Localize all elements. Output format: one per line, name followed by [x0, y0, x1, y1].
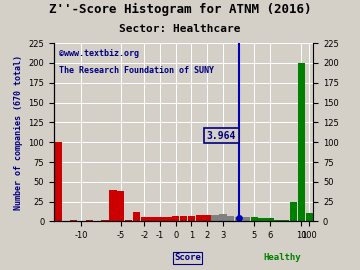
- Bar: [298, 63, 305, 221]
- Bar: [243, 217, 250, 221]
- Bar: [70, 220, 77, 221]
- Bar: [211, 215, 219, 221]
- Bar: [164, 217, 172, 221]
- Y-axis label: Number of companies (670 total): Number of companies (670 total): [14, 55, 23, 210]
- Text: The Research Foundation of SUNY: The Research Foundation of SUNY: [59, 66, 214, 75]
- Bar: [86, 220, 93, 221]
- Bar: [109, 190, 117, 221]
- Bar: [125, 220, 132, 221]
- Bar: [180, 216, 187, 221]
- Text: Healthy: Healthy: [263, 254, 301, 262]
- Bar: [148, 217, 156, 221]
- Bar: [266, 218, 274, 221]
- Bar: [258, 218, 266, 221]
- Bar: [235, 217, 242, 221]
- Bar: [117, 191, 125, 221]
- Bar: [156, 217, 164, 221]
- Bar: [306, 214, 313, 221]
- Bar: [188, 216, 195, 221]
- Bar: [101, 220, 109, 221]
- Text: ©www.textbiz.org: ©www.textbiz.org: [59, 49, 139, 58]
- Bar: [54, 142, 62, 221]
- Bar: [282, 220, 289, 221]
- Text: Sector: Healthcare: Sector: Healthcare: [119, 24, 241, 34]
- Bar: [274, 220, 282, 221]
- Bar: [219, 214, 226, 221]
- Bar: [133, 212, 140, 221]
- Bar: [290, 202, 297, 221]
- Bar: [251, 217, 258, 221]
- Bar: [227, 216, 234, 221]
- Text: Score: Score: [174, 254, 201, 262]
- Text: Z''-Score Histogram for ATNM (2016): Z''-Score Histogram for ATNM (2016): [49, 3, 311, 16]
- Bar: [141, 217, 148, 221]
- Bar: [203, 215, 211, 221]
- Bar: [195, 215, 203, 221]
- Text: 3.964: 3.964: [207, 131, 236, 141]
- Bar: [172, 216, 180, 221]
